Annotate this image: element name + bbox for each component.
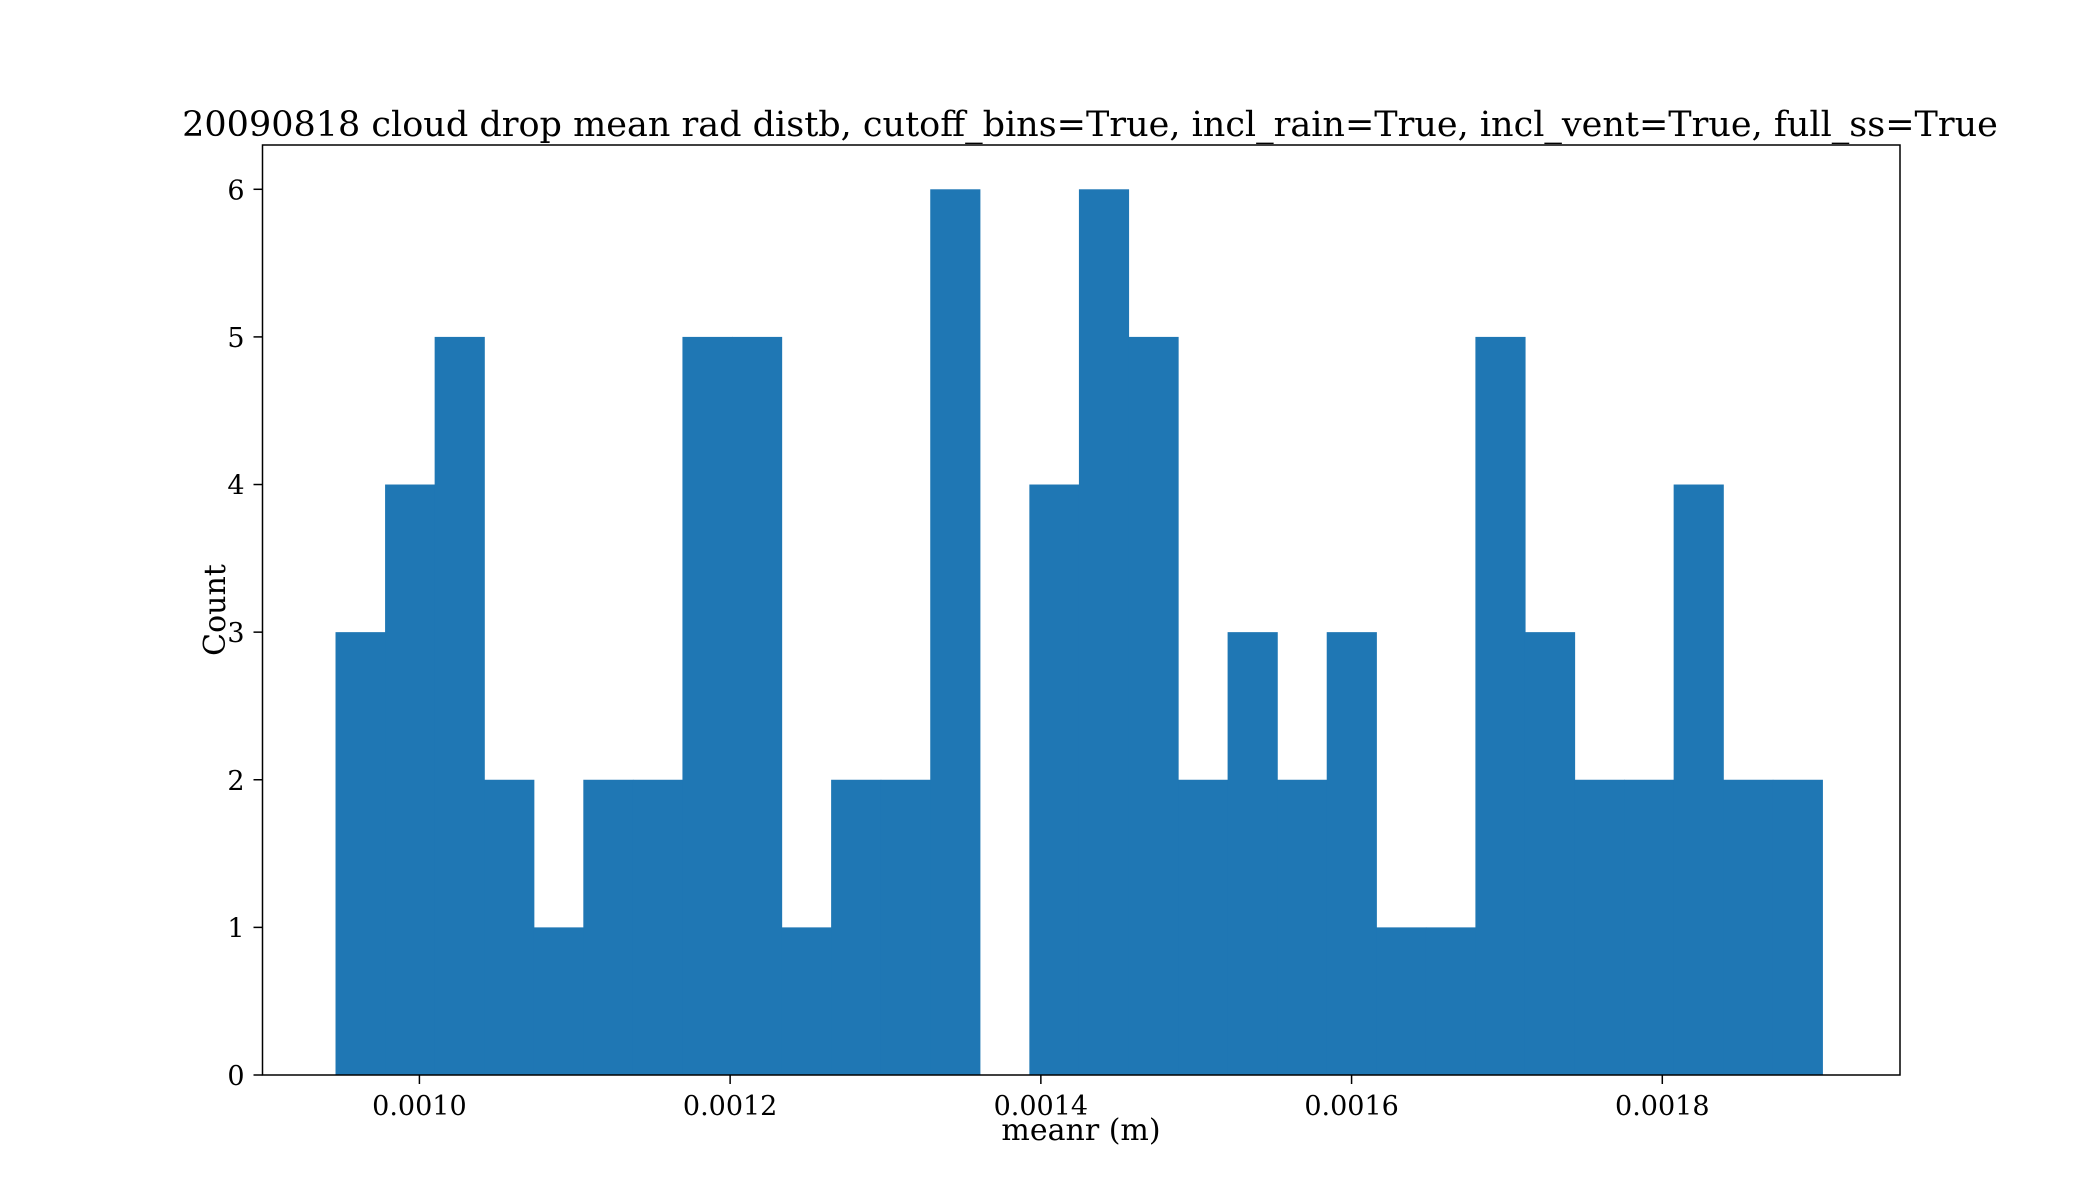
histogram-bar bbox=[1277, 779, 1328, 1075]
histogram-bar bbox=[1673, 484, 1724, 1075]
y-axis-ticks: 0 1 2 3 4 5 6 bbox=[227, 175, 263, 1092]
histogram-bar bbox=[385, 484, 436, 1075]
histogram-bar bbox=[1227, 632, 1278, 1075]
y-tick-label: 6 bbox=[227, 175, 244, 206]
histogram-bar bbox=[1425, 927, 1476, 1075]
histogram-bar bbox=[1376, 927, 1427, 1075]
histogram-bar bbox=[1078, 189, 1130, 1076]
y-axis-label: Count bbox=[198, 564, 233, 656]
x-tick-label: 0.0016 bbox=[1304, 1091, 1398, 1122]
histogram-bar bbox=[1475, 336, 1526, 1075]
histogram-bar bbox=[1574, 779, 1625, 1075]
histogram-bar bbox=[831, 779, 882, 1075]
histogram-bar bbox=[682, 336, 733, 1075]
bars-group bbox=[335, 189, 1823, 1076]
histogram-bar bbox=[632, 779, 684, 1075]
histogram-bar bbox=[781, 927, 832, 1075]
histogram-bar bbox=[1524, 632, 1576, 1075]
y-tick-label: 5 bbox=[227, 323, 244, 354]
y-tick-label: 2 bbox=[227, 766, 244, 797]
histogram-bar bbox=[1723, 779, 1774, 1075]
histogram-bar bbox=[1178, 779, 1229, 1075]
histogram-bar bbox=[880, 779, 931, 1075]
histogram-bar bbox=[335, 632, 386, 1075]
plot-frame bbox=[261, 144, 1901, 1076]
y-tick-label: 0 bbox=[227, 1061, 244, 1092]
x-axis-label: meanr (m) bbox=[1001, 1113, 1160, 1148]
histogram-bar bbox=[1128, 336, 1179, 1075]
x-tick-label: 0.0010 bbox=[372, 1091, 466, 1122]
x-axis-ticks: 0.0010 0.0012 0.0014 0.0016 0.0018 bbox=[372, 1075, 1710, 1122]
histogram-bar bbox=[484, 779, 535, 1075]
x-tick-label: 0.0018 bbox=[1615, 1091, 1709, 1122]
x-tick-label: 0.0012 bbox=[683, 1091, 777, 1122]
histogram-bar bbox=[583, 779, 634, 1075]
y-tick-label: 3 bbox=[227, 618, 244, 649]
chart-title: 20090818 cloud drop mean rad distb, cuto… bbox=[182, 105, 1998, 145]
y-tick-label: 1 bbox=[227, 913, 244, 944]
histogram-bar bbox=[434, 336, 485, 1075]
histogram-bar bbox=[533, 927, 584, 1075]
histogram-bar bbox=[930, 189, 981, 1076]
histogram-bar bbox=[1326, 632, 1377, 1075]
histogram-bar bbox=[732, 336, 783, 1075]
histogram-bar bbox=[1772, 779, 1823, 1075]
histogram-bar bbox=[1624, 779, 1675, 1075]
y-tick-label: 4 bbox=[227, 471, 244, 502]
histogram-bar bbox=[1029, 484, 1080, 1075]
x-tick-label: 0.0014 bbox=[994, 1091, 1088, 1122]
